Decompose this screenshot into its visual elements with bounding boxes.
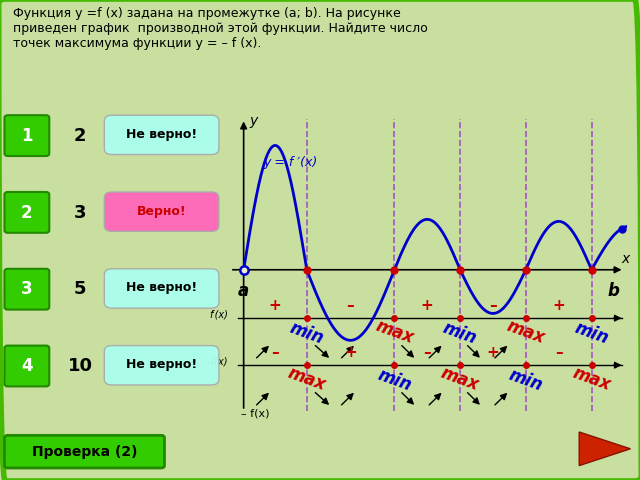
Text: max: max [372,317,416,348]
Text: Функция у =f (x) задана на промежутке (а; b). На рисунке
приведен график  произв: Функция у =f (x) задана на промежутке (а… [13,7,428,50]
Text: Верно!: Верно! [137,204,186,218]
Text: –: – [271,345,279,360]
Text: x: x [621,252,630,266]
Text: 2: 2 [74,127,86,145]
Text: b: b [607,282,620,300]
Text: 2: 2 [21,204,33,222]
Text: –: – [423,345,431,360]
Text: +: + [269,298,282,313]
Text: y: y [249,114,257,128]
Text: а: а [238,282,249,300]
Text: y = f ′(x): y = f ′(x) [263,156,317,168]
Text: –f(x): –f(x) [207,357,228,367]
Text: max: max [504,317,547,348]
Text: Проверка (2): Проверка (2) [32,444,137,459]
Text: min: min [375,366,414,395]
Text: +: + [421,298,433,313]
Text: f′(x): f′(x) [209,310,228,320]
Text: 10: 10 [67,357,93,375]
Text: max: max [285,364,328,395]
Text: Не верно!: Не верно! [126,281,197,295]
Text: Не верно!: Не верно! [126,358,197,372]
Text: min: min [572,319,611,348]
Text: –: – [347,298,355,313]
Text: +: + [344,345,357,360]
Text: max: max [570,364,613,395]
Text: –: – [489,298,497,313]
Text: +: + [486,345,499,360]
Text: min: min [506,366,545,395]
Text: Не верно!: Не верно! [126,128,197,141]
Text: 3: 3 [21,280,33,299]
Text: min: min [287,319,326,348]
Text: max: max [438,364,482,395]
Text: – f(x): – f(x) [241,408,269,419]
Text: 1: 1 [21,127,33,145]
Text: 3: 3 [74,204,86,222]
Text: 5: 5 [74,280,86,299]
Text: 4: 4 [21,357,33,375]
Text: +: + [552,298,565,313]
Text: –: – [555,345,563,360]
Text: min: min [440,319,479,348]
